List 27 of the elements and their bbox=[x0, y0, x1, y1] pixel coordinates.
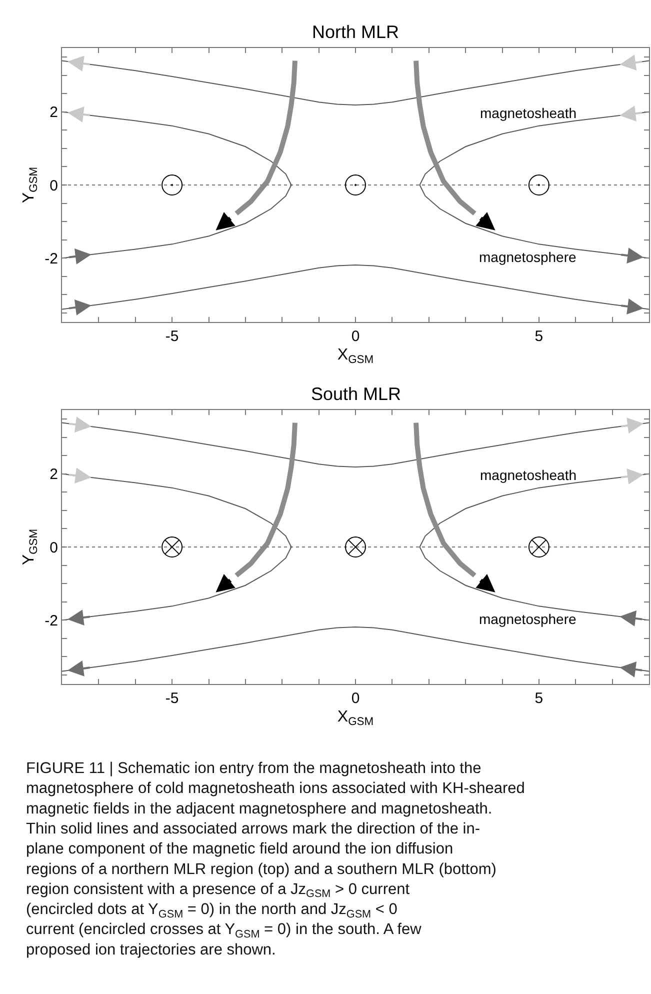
x-tick-label: 0 bbox=[351, 328, 360, 345]
y-tick-label: 2 bbox=[50, 104, 58, 122]
annotation: magnetosheath bbox=[480, 467, 577, 483]
line-series bbox=[62, 264, 649, 310]
annotation: magnetosphere bbox=[479, 249, 577, 265]
y-tick-label: 0 bbox=[50, 539, 58, 556]
line-series bbox=[62, 111, 292, 259]
chart-title: North MLR bbox=[312, 22, 400, 42]
y-tick-label: -2 bbox=[44, 250, 58, 268]
x-tick-label: -5 bbox=[165, 690, 179, 707]
x-tick-label: -5 bbox=[165, 328, 179, 345]
line-series bbox=[62, 60, 649, 106]
x-tick-label: 0 bbox=[351, 690, 360, 707]
text: FIGURE 11 | Schematic ion entry from the magnetosheath into the magnetosphere of cold magnetosheath ions associated with KH-sheared magnetic fields in the adjacent magnetosphere and magnetosheath. Thin solid lines and associated arrows mark the direction of the in-plane component of the magnetic field around the ion diffusion regions of a northern MLR region (top) and a southern MLR (bottom) region consistent with a presence of a Jz$_{GSM}$ > 0 current (encircled dots at Y$_{GSM}$ = 0) in the north and Jz$_{GSM}$ < 0 current (encircled crosses at Y$_{GSM}$ = 0) in the south. A few proposed ion trajectories are shown. bbox=[26, 760, 525, 958]
annotation: magnetosheath bbox=[480, 105, 577, 121]
line-series bbox=[62, 626, 649, 672]
line-series bbox=[62, 473, 292, 621]
y-tick-label: 2 bbox=[50, 466, 58, 484]
y-tick-label: -2 bbox=[44, 612, 58, 630]
y-tick-label: 0 bbox=[50, 177, 58, 194]
chart-title: South MLR bbox=[311, 384, 402, 404]
x-axis-title: X$_{GSM}$ bbox=[337, 708, 374, 728]
annotation: magnetosphere bbox=[479, 611, 577, 627]
line-series bbox=[62, 422, 649, 468]
x-tick-label: 5 bbox=[534, 328, 544, 345]
x-tick-label: 5 bbox=[534, 690, 544, 707]
x-axis-title: X$_{GSM}$ bbox=[337, 346, 374, 366]
